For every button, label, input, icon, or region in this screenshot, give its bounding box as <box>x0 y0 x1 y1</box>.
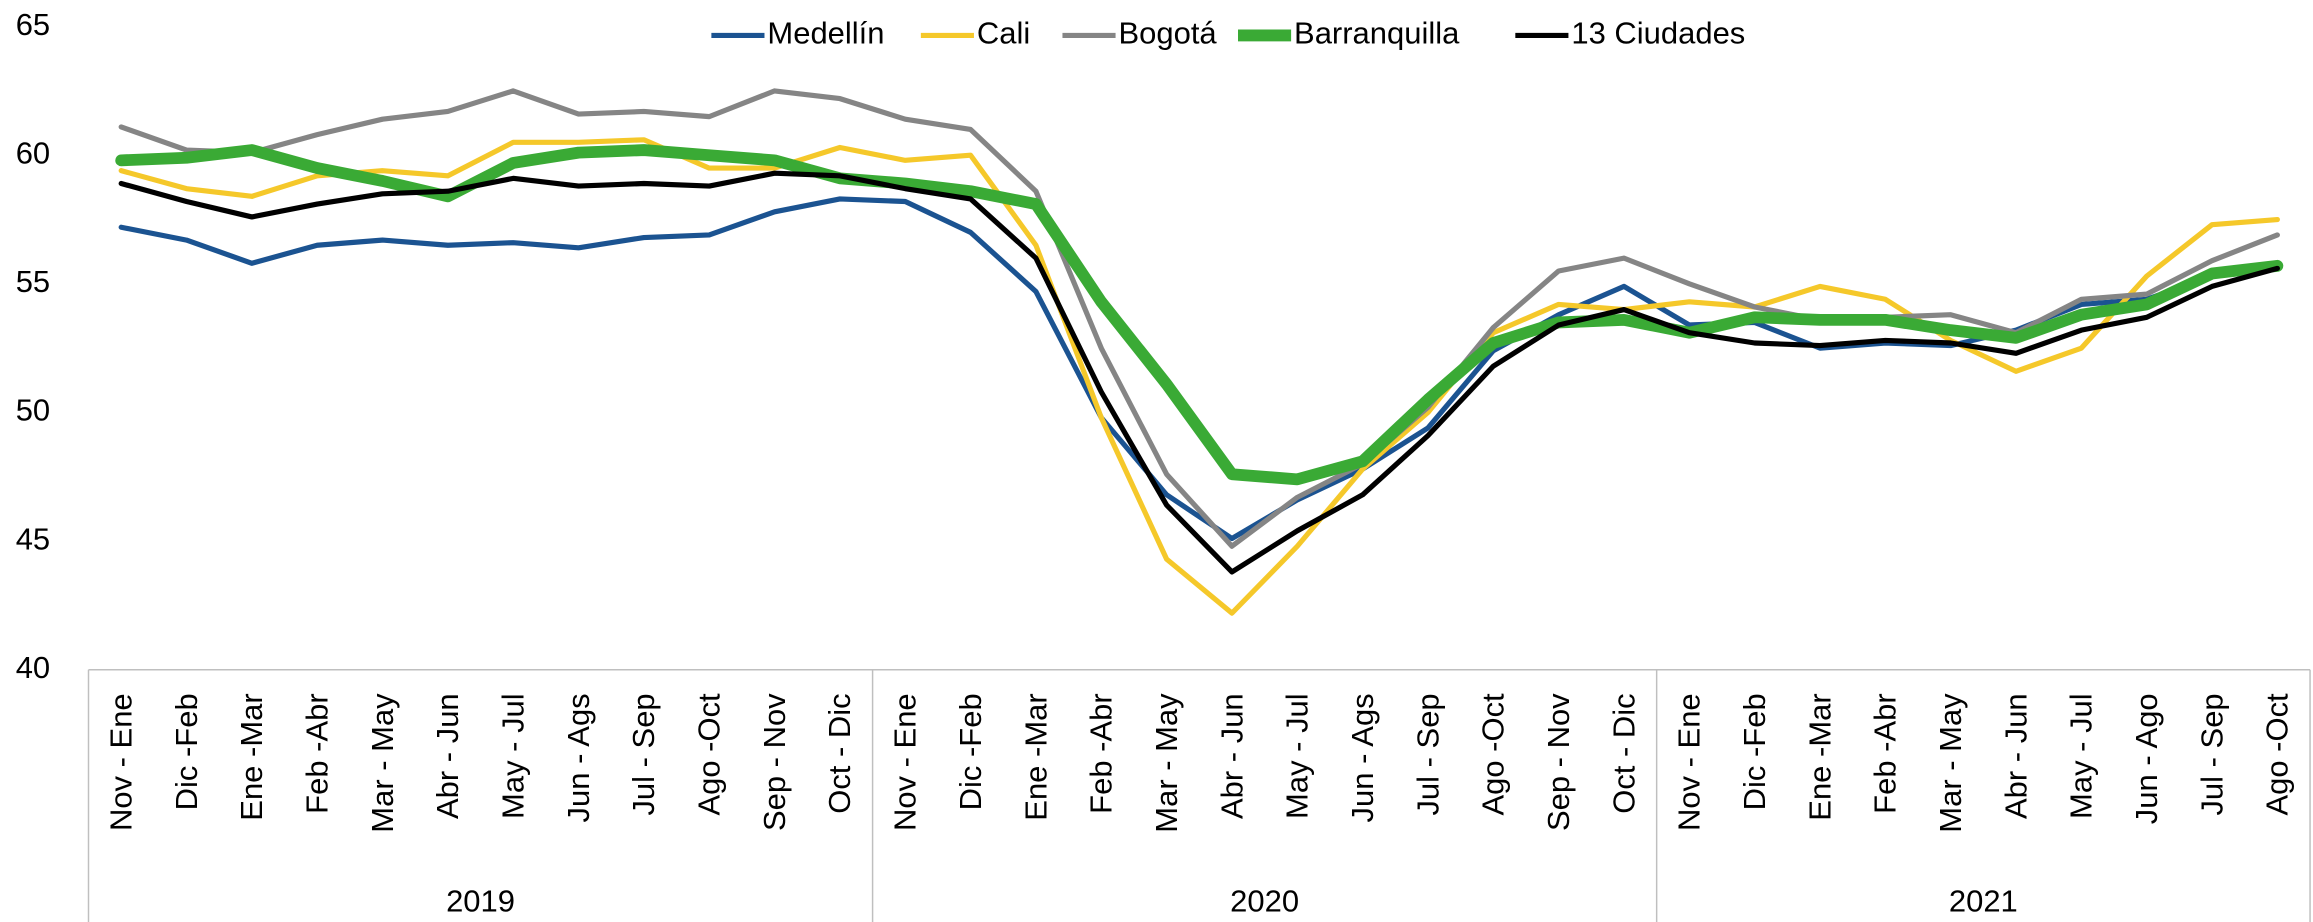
series-line <box>115 144 2284 486</box>
x-tick-label: Sep - Nov <box>757 693 792 831</box>
x-tick-label: Ago -Oct <box>1476 693 1511 816</box>
y-tick-label: 40 <box>16 650 50 685</box>
y-tick-label: 45 <box>16 521 50 556</box>
y-tick-label: 50 <box>16 393 50 428</box>
x-tick-label: Jul - Sep <box>1410 693 1445 815</box>
series-line <box>118 88 2280 549</box>
x-tick-label: Nov - Ene <box>888 693 923 831</box>
x-tick-label: Abr - Jun <box>1214 693 1249 819</box>
group-label: 2020 <box>1230 884 1299 919</box>
legend-label: Barranquilla <box>1294 16 1460 51</box>
x-tick-label: Mar - May <box>1933 693 1968 833</box>
x-tick-label: Ene -Mar <box>234 693 269 820</box>
group-label: 2019 <box>446 884 515 919</box>
x-tick-label: Jun - Ags <box>1345 693 1380 822</box>
x-tick-label: Jun - Ago <box>2129 693 2164 824</box>
y-tick-label: 60 <box>16 135 50 170</box>
series-line <box>118 196 2280 542</box>
legend-label: 13 Ciudades <box>1571 16 1745 51</box>
x-tick-label: Jun - Ags <box>561 693 596 822</box>
y-tick-label: 55 <box>16 264 50 299</box>
x-tick-label: Dic -Feb <box>169 693 204 810</box>
legend-label: Medellín <box>767 16 884 51</box>
x-tick-label: May - Jul <box>2064 693 2099 819</box>
y-tick-label: 65 <box>16 7 50 42</box>
x-tick-label: Feb -Abr <box>1868 693 1903 813</box>
x-tick-label: May - Jul <box>1280 693 1315 819</box>
x-tick-label: Jul - Sep <box>626 693 661 815</box>
x-tick-label: Mar - May <box>1149 693 1184 833</box>
x-tick-label: Sep - Nov <box>1541 693 1576 831</box>
x-tick-label: Feb -Abr <box>1084 693 1119 813</box>
x-tick-label: Oct - Dic <box>822 693 857 813</box>
x-tick-label: May - Jul <box>496 693 531 819</box>
x-tick-label: Oct - Dic <box>1606 693 1641 813</box>
x-tick-label: Abr - Jun <box>1998 693 2033 819</box>
x-tick-label: Nov - Ene <box>104 693 139 831</box>
x-tick-label: Ago -Oct <box>2260 693 2295 816</box>
x-tick-label: Feb -Abr <box>300 693 335 813</box>
x-tick-label: Mar - May <box>365 693 400 833</box>
x-tick-label: Nov - Ene <box>1672 693 1707 831</box>
x-tick-label: Ago -Oct <box>692 693 727 816</box>
series-line <box>118 170 2280 575</box>
x-tick-label: Ene -Mar <box>1018 693 1053 820</box>
x-tick-label: Dic -Feb <box>953 693 988 810</box>
x-tick-label: Dic -Feb <box>1737 693 1772 810</box>
x-tick-label: Ene -Mar <box>1802 693 1837 820</box>
legend-label: Bogotá <box>1119 16 1218 51</box>
group-label: 2021 <box>1949 884 2018 919</box>
x-tick-label: Abr - Jun <box>430 693 465 819</box>
legend-label: Cali <box>977 16 1030 51</box>
x-tick-label: Jul - Sep <box>2194 693 2229 815</box>
